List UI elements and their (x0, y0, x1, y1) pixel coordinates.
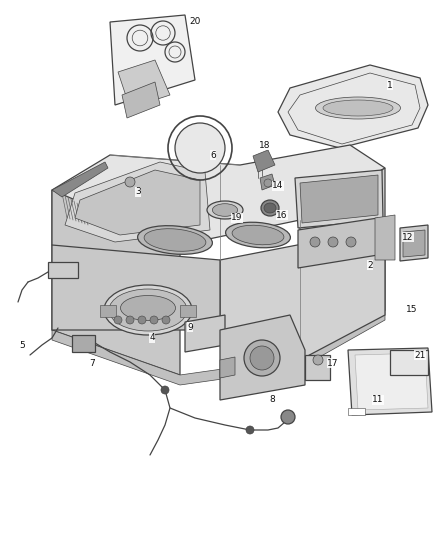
Text: 17: 17 (327, 359, 339, 367)
Circle shape (328, 237, 338, 247)
Text: 7: 7 (89, 359, 95, 367)
Text: 1: 1 (387, 80, 393, 90)
Ellipse shape (323, 100, 393, 116)
Ellipse shape (232, 225, 284, 245)
Polygon shape (110, 15, 195, 105)
Polygon shape (220, 228, 385, 360)
Circle shape (244, 340, 280, 376)
Circle shape (310, 237, 320, 247)
Polygon shape (52, 190, 180, 375)
Polygon shape (253, 150, 275, 172)
Polygon shape (75, 170, 200, 235)
Circle shape (175, 123, 225, 173)
Text: 12: 12 (403, 232, 413, 241)
Polygon shape (52, 245, 220, 330)
Polygon shape (220, 315, 305, 400)
Polygon shape (122, 82, 160, 118)
Polygon shape (220, 357, 235, 378)
Polygon shape (355, 353, 428, 410)
Polygon shape (52, 145, 385, 245)
Text: 3: 3 (135, 188, 141, 197)
Text: 21: 21 (414, 351, 426, 359)
Polygon shape (278, 65, 428, 148)
Polygon shape (118, 60, 170, 108)
Polygon shape (52, 310, 385, 385)
Text: 18: 18 (259, 141, 271, 149)
Polygon shape (375, 215, 395, 260)
Text: 15: 15 (406, 305, 418, 314)
Text: 6: 6 (210, 150, 216, 159)
Polygon shape (305, 355, 330, 380)
Circle shape (138, 316, 146, 324)
Ellipse shape (212, 204, 237, 216)
Bar (100, 305, 116, 317)
Polygon shape (65, 162, 210, 242)
Circle shape (126, 316, 134, 324)
Circle shape (114, 316, 122, 324)
Ellipse shape (264, 203, 276, 213)
Ellipse shape (315, 97, 400, 119)
Polygon shape (185, 315, 225, 352)
Polygon shape (403, 230, 425, 257)
Text: 16: 16 (276, 211, 288, 220)
Text: 8: 8 (269, 395, 275, 405)
Polygon shape (48, 262, 78, 278)
Text: 20: 20 (189, 18, 201, 27)
Circle shape (162, 316, 170, 324)
Polygon shape (300, 168, 385, 358)
Ellipse shape (104, 285, 192, 335)
Ellipse shape (226, 222, 290, 248)
Circle shape (281, 410, 295, 424)
Text: 4: 4 (149, 334, 155, 343)
Ellipse shape (120, 295, 176, 320)
Polygon shape (295, 170, 383, 228)
Polygon shape (300, 175, 378, 223)
Circle shape (313, 355, 323, 365)
Text: 2: 2 (367, 261, 373, 270)
Polygon shape (390, 350, 428, 375)
Circle shape (150, 316, 158, 324)
Ellipse shape (144, 229, 206, 251)
Polygon shape (348, 348, 432, 415)
Text: 5: 5 (19, 341, 25, 350)
Text: 14: 14 (272, 182, 284, 190)
Ellipse shape (261, 200, 279, 216)
Polygon shape (260, 174, 275, 190)
Polygon shape (298, 218, 378, 268)
Circle shape (125, 177, 135, 187)
Text: 9: 9 (187, 322, 193, 332)
Ellipse shape (138, 225, 212, 254)
Circle shape (346, 237, 356, 247)
Ellipse shape (109, 289, 187, 331)
Polygon shape (72, 335, 95, 352)
Ellipse shape (207, 201, 243, 219)
Polygon shape (400, 225, 428, 261)
Polygon shape (348, 408, 365, 415)
Bar (180, 305, 196, 317)
Circle shape (246, 426, 254, 434)
Circle shape (161, 386, 169, 394)
Text: 11: 11 (372, 395, 384, 405)
Text: 19: 19 (231, 214, 243, 222)
Circle shape (250, 346, 274, 370)
Polygon shape (52, 162, 108, 197)
